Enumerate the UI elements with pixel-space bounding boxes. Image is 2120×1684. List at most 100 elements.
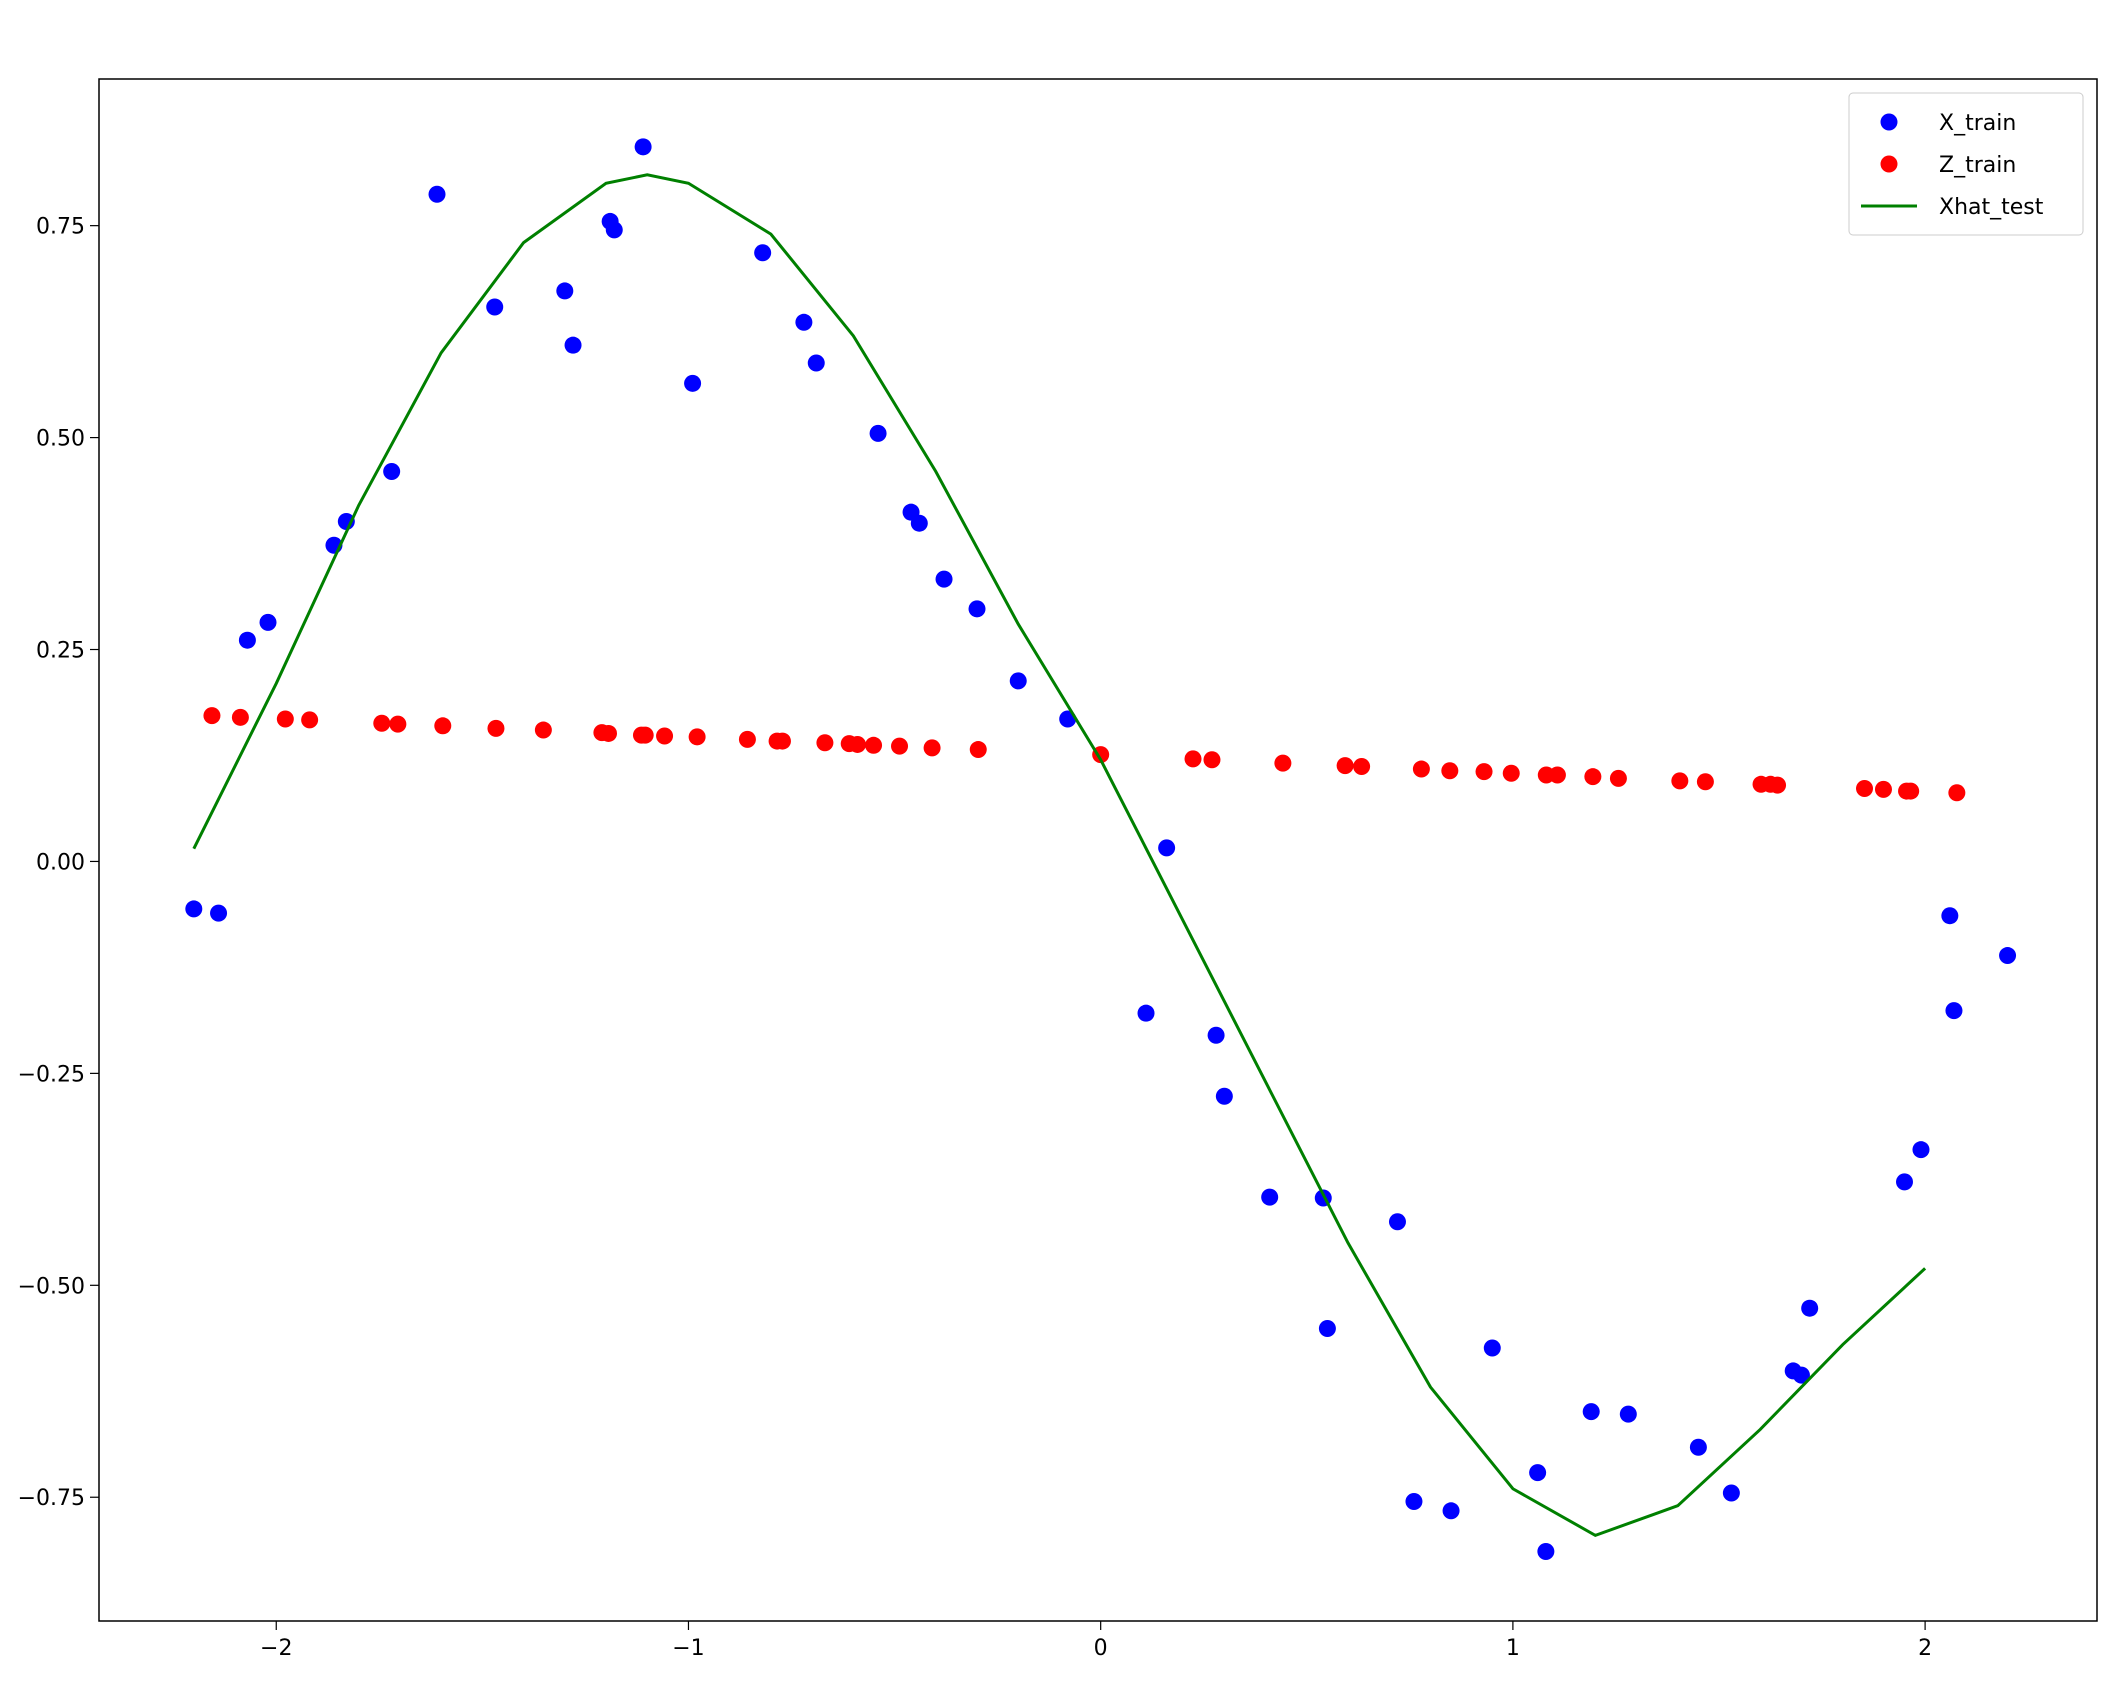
point	[1318, 1320, 1336, 1338]
point	[910, 514, 928, 532]
point	[564, 336, 582, 354]
point	[935, 570, 953, 588]
point	[1689, 1438, 1707, 1456]
point	[684, 374, 702, 392]
y-tick-label: 0.75	[36, 215, 85, 240]
legend-label: Xhat_test	[1939, 195, 2044, 220]
point	[1792, 1366, 1810, 1384]
point	[634, 138, 652, 156]
y-tick-label: 0.25	[36, 639, 85, 664]
point	[1215, 1087, 1233, 1105]
point	[1722, 1484, 1740, 1502]
point	[1412, 760, 1430, 778]
point	[636, 726, 654, 744]
y-tick-label: 0.00	[36, 850, 85, 875]
point	[1274, 754, 1292, 772]
point	[276, 710, 294, 728]
point	[1619, 1405, 1637, 1423]
point	[1009, 672, 1027, 690]
point	[848, 735, 866, 753]
point	[1902, 782, 1920, 800]
point	[1696, 773, 1714, 791]
point	[1353, 757, 1371, 775]
point	[534, 721, 552, 739]
point	[486, 298, 504, 316]
point	[1475, 763, 1493, 781]
x-tick-label: 0	[1094, 1636, 1108, 1661]
point	[816, 734, 834, 752]
point	[1184, 750, 1202, 768]
legend-swatch	[1880, 155, 1898, 173]
x-tick-label: 1	[1506, 1636, 1520, 1661]
point	[185, 900, 203, 918]
point	[1912, 1141, 1930, 1159]
x-tick-label: −1	[672, 1636, 704, 1661]
point	[891, 737, 909, 755]
point	[1999, 947, 2017, 965]
point	[968, 600, 986, 618]
point	[865, 736, 883, 754]
point	[210, 904, 228, 922]
point	[203, 707, 221, 725]
point	[1895, 1173, 1913, 1191]
point	[1945, 1002, 1963, 1020]
point	[795, 313, 813, 331]
point	[1388, 1213, 1406, 1231]
point	[923, 739, 941, 757]
legend-label: X_train	[1939, 111, 2016, 136]
point	[1502, 764, 1520, 782]
point	[301, 711, 319, 729]
y-tick-label: −0.50	[18, 1274, 85, 1299]
point	[428, 185, 446, 203]
point	[656, 727, 674, 745]
point	[773, 732, 791, 750]
point	[1801, 1299, 1819, 1317]
point	[1941, 907, 1959, 925]
point	[605, 221, 623, 239]
point	[1207, 1026, 1225, 1044]
point	[869, 424, 887, 442]
point	[807, 354, 825, 372]
plot-area	[185, 138, 2017, 1560]
point	[487, 719, 505, 737]
point	[599, 724, 617, 742]
point	[1529, 1464, 1547, 1482]
point	[1548, 766, 1566, 784]
point	[1582, 1403, 1600, 1421]
point	[1874, 780, 1892, 798]
y-tick-label: 0.50	[36, 427, 85, 452]
point	[1769, 776, 1787, 794]
point	[1442, 1502, 1460, 1520]
point	[1609, 769, 1627, 787]
point	[238, 631, 256, 649]
point	[1483, 1339, 1501, 1357]
point	[556, 282, 574, 300]
point	[231, 708, 249, 726]
point	[1948, 784, 1966, 802]
point	[1336, 757, 1354, 775]
x-tick-label: −2	[260, 1636, 292, 1661]
point	[1441, 762, 1459, 780]
legend-label: Z_train	[1939, 153, 2016, 178]
point	[738, 730, 756, 748]
line	[192, 173, 1927, 1538]
y-tick-label: −0.75	[18, 1486, 85, 1511]
point	[383, 462, 401, 480]
point	[1584, 768, 1602, 786]
point	[389, 715, 407, 733]
point	[688, 728, 706, 746]
point	[259, 613, 277, 631]
point	[1203, 751, 1221, 769]
point	[969, 741, 987, 759]
point	[1537, 1542, 1555, 1560]
legend-swatch	[1880, 113, 1898, 131]
point	[1856, 780, 1874, 798]
plot-frame	[98, 78, 2098, 1622]
point	[1158, 839, 1176, 857]
point	[1137, 1004, 1155, 1022]
point	[1671, 772, 1689, 790]
point	[754, 244, 772, 262]
point	[434, 717, 452, 735]
point	[1405, 1492, 1423, 1510]
